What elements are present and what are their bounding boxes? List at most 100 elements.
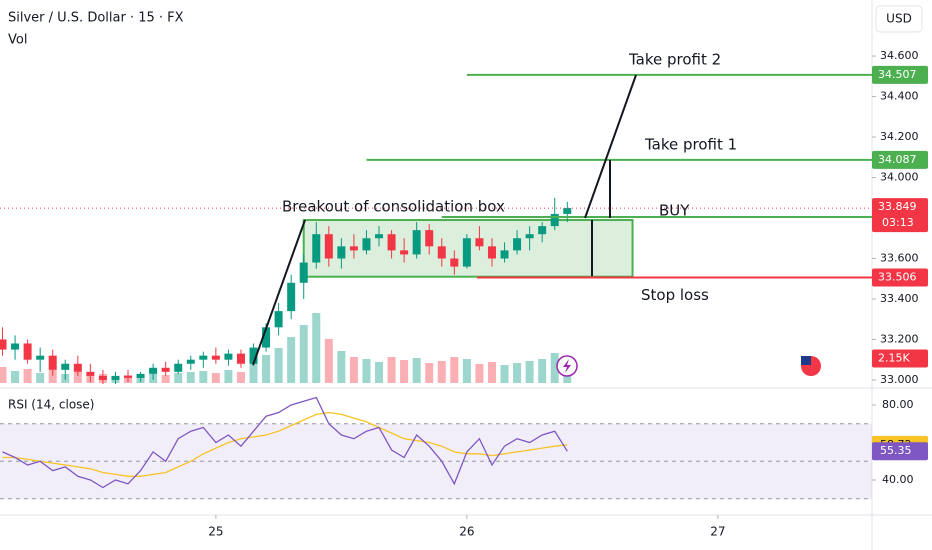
candle-body: [186, 359, 195, 364]
y-tick-label: 34.600: [880, 49, 919, 62]
candle-body: [437, 246, 446, 259]
volume-bar: [400, 360, 409, 383]
y-tick-label: 33.200: [880, 332, 919, 345]
candle-body: [337, 246, 346, 259]
volume-bar: [525, 361, 534, 383]
volume-bar: [538, 359, 547, 383]
candle-body: [375, 234, 384, 239]
flash-icon: [563, 359, 571, 373]
candle-body: [513, 238, 522, 251]
volume-bar: [236, 372, 245, 383]
volume-bar: [23, 369, 32, 383]
level-tag-bg: [872, 268, 928, 287]
volume-bar: [324, 339, 333, 383]
candle-body: [211, 355, 220, 360]
candle-body: [312, 234, 321, 263]
volume-bar: [462, 359, 471, 383]
y-tick-label: 34.400: [880, 90, 919, 103]
level-tag-bg: [872, 65, 928, 84]
candle-body: [262, 327, 271, 348]
volume-bar: [299, 325, 308, 383]
volume-bar: [550, 353, 559, 383]
candle-body: [224, 353, 233, 360]
volume-label: Vol: [8, 33, 27, 48]
volume-bar: [274, 348, 283, 383]
candle-body: [324, 234, 333, 259]
flag-canton: [801, 356, 811, 365]
volume-bar: [199, 371, 208, 383]
volume-bar: [513, 363, 522, 383]
x-tick-label: 26: [459, 525, 474, 539]
candle-body: [61, 363, 70, 370]
candle-body: [86, 371, 95, 376]
volume-bar: [249, 363, 258, 383]
rsi-tag-bg: [872, 442, 928, 461]
candle-body: [98, 375, 107, 380]
currency-button[interactable]: [875, 5, 923, 33]
volume-bar: [73, 372, 82, 383]
candle-body: [274, 311, 283, 328]
candle-body: [487, 246, 496, 259]
volume-bar: [186, 372, 195, 383]
y-tick-label: 33.600: [880, 251, 919, 264]
trend-line: [252, 219, 306, 366]
candle-body: [23, 343, 32, 360]
candle-body: [249, 347, 258, 364]
candle-body: [199, 355, 208, 360]
volume-bar: [375, 362, 384, 383]
candle-body: [161, 367, 170, 372]
volume-tag-bg: [872, 349, 928, 368]
candle-body: [36, 355, 45, 360]
chart-title: Silver / U.S. Dollar · 15 · FX: [8, 11, 184, 26]
volume-bar: [0, 367, 7, 383]
level-tag: 33.506: [878, 271, 917, 284]
volume-bar: [349, 357, 358, 383]
candle-body: [11, 343, 20, 350]
candle-body: [550, 213, 559, 227]
volume-bar: [487, 362, 496, 383]
level-label: Stop loss: [641, 286, 709, 304]
volume-bar: [211, 373, 220, 383]
y-tick-label: 34.000: [880, 171, 919, 184]
volume-bar: [161, 375, 170, 383]
currency: USD: [886, 12, 912, 26]
x-tick-label: 27: [710, 525, 725, 539]
level-tag-bg: [872, 150, 928, 169]
candle-body: [73, 363, 82, 372]
candle-body: [136, 373, 145, 378]
candle-body: [475, 238, 484, 247]
candle-body: [149, 367, 158, 374]
candle-body: [525, 234, 534, 239]
candle-body: [174, 363, 183, 372]
candle-body: [500, 250, 509, 259]
volume-tag: 2.15K: [878, 352, 910, 365]
volume-bar: [262, 355, 271, 383]
volume-bar: [36, 373, 45, 383]
rsi-tick-label: 80.00: [882, 398, 914, 411]
candle-body: [563, 208, 572, 214]
candle-body: [425, 230, 434, 247]
volume-bar: [48, 370, 57, 383]
volume-bar: [412, 358, 421, 383]
y-tick-label: 33.400: [880, 292, 919, 305]
volume-bar: [224, 370, 233, 383]
level-label: Take profit 2: [628, 50, 721, 68]
candle-body: [462, 238, 471, 267]
level-tag: 34.507: [878, 68, 917, 81]
candle-body: [299, 262, 308, 283]
volume-bar: [425, 363, 434, 383]
candle-body: [48, 355, 57, 370]
candle-body: [450, 258, 459, 267]
candle-body: [400, 250, 409, 255]
rsi-title: RSI (14, close): [8, 398, 94, 412]
volume-bar: [387, 357, 396, 383]
rsi-line: [2, 396, 568, 489]
candle-body: [287, 282, 296, 312]
candle-body: [412, 230, 421, 255]
volume-bar: [500, 365, 509, 383]
volume-bar: [11, 371, 20, 383]
volume-bar: [337, 351, 346, 383]
volume-bar: [450, 357, 459, 383]
rsi-tick-label: 40.00: [882, 473, 914, 486]
